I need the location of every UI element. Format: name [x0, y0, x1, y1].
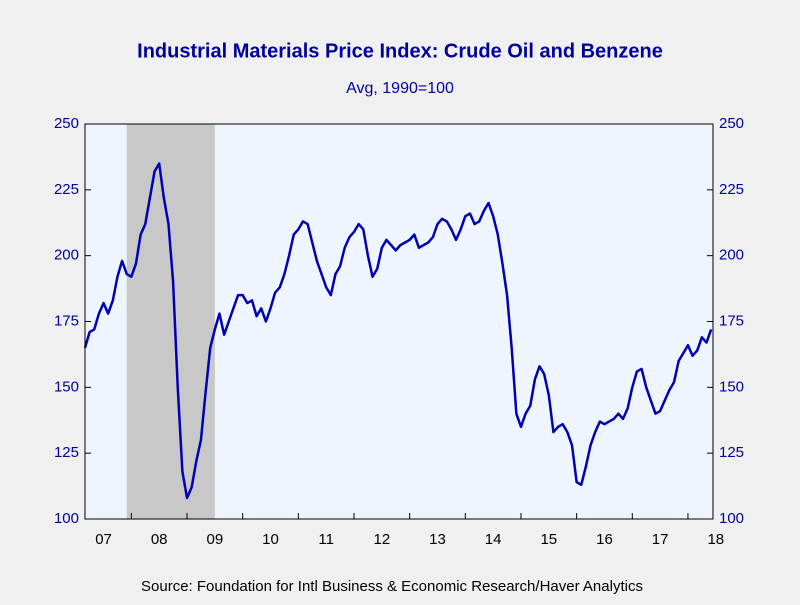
plot-border	[84, 123, 714, 520]
x-tick-label: 08	[151, 531, 168, 548]
x-tick-label: 12	[373, 531, 390, 548]
y-tick-label: 200	[54, 247, 79, 264]
y-tick-label: 175	[54, 312, 79, 329]
y2-tick-label: 200	[719, 247, 744, 264]
chart-subtitle: Avg, 1990=100	[346, 80, 454, 97]
x-tick-label: 13	[429, 531, 446, 548]
x-tick-label: 14	[485, 531, 502, 548]
x-tick-label: 18	[707, 531, 724, 548]
recession-shading	[126, 124, 215, 519]
y-tick-label: 250	[54, 115, 79, 132]
y2-tick-label: 125	[719, 444, 744, 461]
y2-tick-label: 175	[719, 312, 744, 329]
y2-tick-label: 250	[719, 115, 744, 132]
y-tick-label: 150	[54, 378, 79, 395]
y2-tick-label: 225	[719, 181, 744, 198]
x-tick-label: 15	[540, 531, 557, 548]
y-tick-label: 100	[54, 510, 79, 527]
chart-title: Industrial Materials Price Index: Crude …	[137, 40, 663, 62]
y-tick-label: 125	[54, 444, 79, 461]
x-tick-label: 10	[262, 531, 279, 548]
source-note: Source: Foundation for Intl Business & E…	[141, 578, 643, 595]
y-tick-label: 225	[54, 181, 79, 198]
y2-tick-label: 100	[719, 510, 744, 527]
x-tick-label: 09	[207, 531, 224, 548]
x-tick-label: 07	[95, 531, 112, 548]
y2-tick-label: 150	[719, 378, 744, 395]
x-tick-label: 16	[596, 531, 613, 548]
x-tick-label: 17	[652, 531, 669, 548]
data-line	[83, 162, 713, 500]
x-tick-label: 11	[318, 531, 334, 548]
